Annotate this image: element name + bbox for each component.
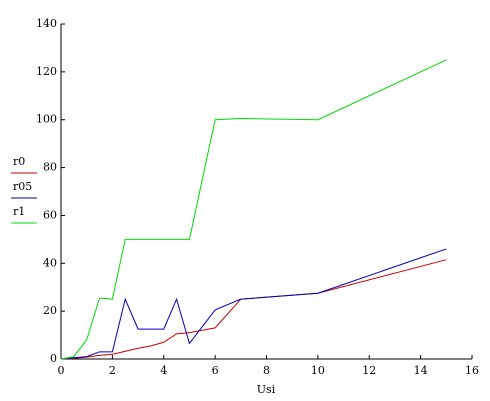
y-tick-label: 120 bbox=[36, 65, 57, 78]
y-tick-label: 100 bbox=[36, 113, 57, 126]
x-tick-label: 14 bbox=[414, 364, 428, 377]
x-tick-label: 4 bbox=[160, 364, 167, 377]
y-tick-label: 20 bbox=[43, 304, 57, 317]
y-tick-label: 80 bbox=[43, 161, 57, 174]
legend-label: r05 bbox=[13, 180, 32, 193]
y-tick-label: 40 bbox=[43, 256, 57, 269]
x-axis-label: Usi bbox=[257, 383, 276, 396]
x-tick-label: 0 bbox=[58, 364, 65, 377]
y-tick-label: 140 bbox=[36, 17, 57, 30]
series-line bbox=[60, 248, 447, 360]
y-tick-label: 60 bbox=[43, 208, 57, 221]
x-tick-label: 2 bbox=[109, 364, 116, 377]
y-tick-label: 0 bbox=[50, 352, 57, 365]
x-tick-label: 8 bbox=[263, 364, 270, 377]
x-tick-label: 6 bbox=[212, 364, 219, 377]
x-tick-label: 16 bbox=[465, 364, 479, 377]
series-line bbox=[60, 59, 447, 360]
x-tick-label: 10 bbox=[311, 364, 325, 377]
x-tick-label: 12 bbox=[362, 364, 376, 377]
legend-label: r1 bbox=[13, 205, 25, 218]
series-line bbox=[60, 259, 447, 360]
legend-label: r0 bbox=[13, 155, 25, 168]
